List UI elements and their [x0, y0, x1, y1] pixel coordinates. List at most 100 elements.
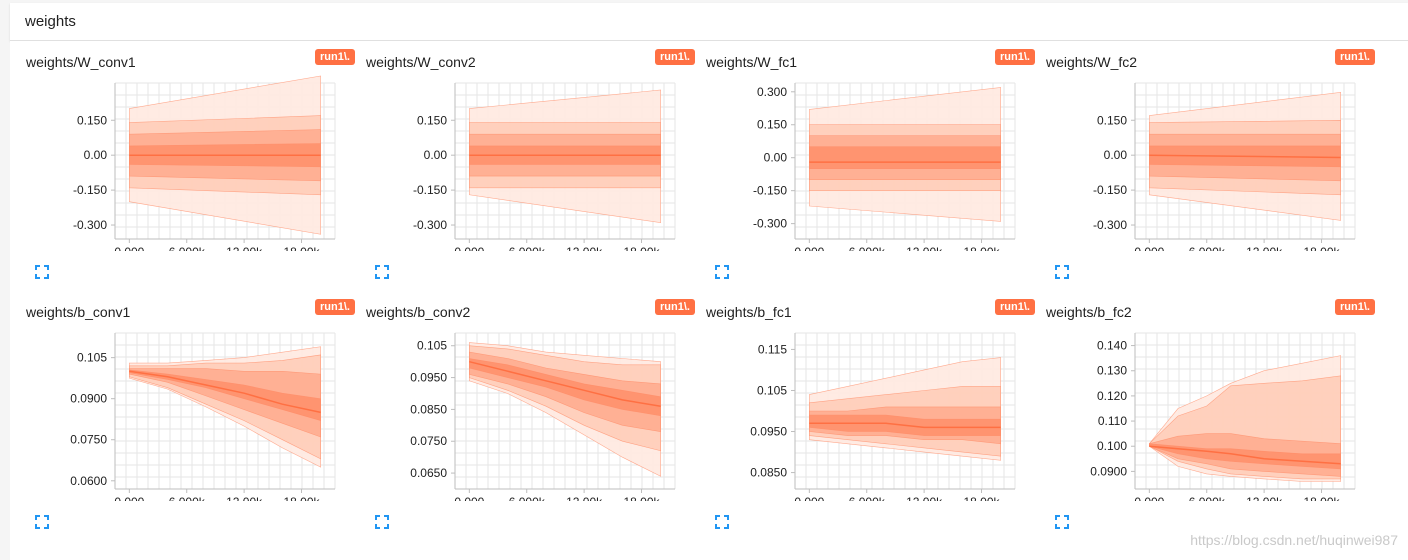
y-tick-label: 0.300 — [757, 85, 787, 99]
histogram-chart[interactable]: 0.105 0.0950 0.0850 0.0750 0.0650 0.000 6.000k… — [350, 321, 690, 501]
run-badge: run1\. — [995, 49, 1035, 65]
y-tick-label: -0.150 — [413, 183, 447, 197]
run-badge: run1\. — [655, 299, 695, 315]
x-tick-label: 0.000 — [1134, 495, 1164, 501]
expand-icon[interactable] — [1055, 265, 1069, 279]
expand-icon[interactable] — [375, 265, 389, 279]
x-tick-label: 0.000 — [454, 495, 484, 501]
x-tick-label: 12.00k — [906, 245, 943, 251]
chart-card: weights/W_conv1 run1\. 0.150 0.00 -0.150 -0.3… — [10, 41, 355, 291]
y-tick-label: 0.0850 — [750, 466, 787, 480]
y-tick-label: 0.0750 — [70, 433, 107, 447]
median-line — [809, 422, 1001, 429]
chart-card: weights/b_conv2 run1\. 0.105 0.0950 0.0850 0.… — [350, 291, 695, 541]
x-tick-label: 18.00k — [624, 495, 661, 501]
histogram-chart[interactable]: 0.140 0.130 0.120 0.110 0.100 0.0900 0.000 6.00… — [1030, 321, 1370, 501]
x-tick-label: 6.000k — [509, 245, 546, 251]
histogram-chart[interactable]: 0.150 0.00 -0.150 -0.300 0.000 6.000k 12.00k 18… — [1030, 71, 1370, 251]
x-tick-label: 12.00k — [226, 245, 263, 251]
y-tick-label: 0.150 — [757, 118, 787, 132]
y-tick-label: 0.0950 — [750, 425, 787, 439]
run-badge: run1\. — [1335, 299, 1375, 315]
run-badge: run1\. — [655, 49, 695, 65]
x-tick-label: 18.00k — [284, 245, 321, 251]
median-line — [469, 360, 661, 407]
x-tick-label: 6.000k — [1189, 495, 1226, 501]
x-tick-label: 18.00k — [1304, 495, 1341, 501]
band-3 — [809, 146, 1001, 169]
y-tick-label: 0.0750 — [410, 434, 447, 448]
y-tick-label: 0.105 — [417, 339, 447, 353]
y-tick-label: 0.150 — [1097, 113, 1127, 127]
y-tick-label: -0.150 — [73, 183, 107, 197]
x-tick-label: 6.000k — [509, 495, 546, 501]
chart-title: weights/W_conv2 — [366, 54, 476, 70]
x-tick-label: 18.00k — [624, 245, 661, 251]
x-tick-label: 6.000k — [169, 495, 206, 501]
x-tick-label: 0.000 — [114, 495, 144, 501]
y-tick-label: 0.100 — [1097, 439, 1127, 453]
x-tick-label: 6.000k — [849, 495, 886, 501]
y-tick-label: 0.00 — [1104, 148, 1128, 162]
y-tick-label: -0.300 — [753, 217, 787, 231]
section-header[interactable]: weights — [10, 3, 1408, 41]
y-tick-label: 0.0600 — [70, 474, 107, 488]
run-badge: run1\. — [315, 49, 355, 65]
chart-grid: weights/W_conv1 run1\. 0.150 0.00 -0.150 -0.3… — [10, 41, 1408, 560]
chart-card: weights/W_conv2 run1\. 0.150 0.00 -0.150 -0.3… — [350, 41, 695, 291]
y-tick-label: 0.0950 — [410, 371, 447, 385]
chart-card: weights/b_fc2 run1\. 0.140 0.130 0.120 0.110 0… — [1030, 291, 1375, 541]
histogram-chart[interactable]: 0.300 0.150 0.00 -0.150 -0.300 0.000 6.000k 12.… — [690, 71, 1030, 251]
x-tick-label: 0.000 — [794, 245, 824, 251]
chart-title: weights/b_fc1 — [706, 304, 792, 320]
y-tick-label: 0.110 — [1098, 414, 1127, 428]
y-tick-label: 0.0850 — [410, 402, 447, 416]
x-tick-label: 18.00k — [1304, 245, 1341, 251]
y-tick-label: -0.300 — [413, 218, 447, 232]
histogram-chart[interactable]: 0.150 0.00 -0.150 -0.300 0.000 6.000k 12.00k 18… — [10, 71, 350, 251]
y-tick-label: 0.140 — [1097, 339, 1127, 353]
y-tick-label: 0.130 — [1097, 364, 1127, 378]
x-tick-label: 0.000 — [1134, 245, 1164, 251]
expand-icon[interactable] — [35, 515, 49, 529]
run-badge: run1\. — [995, 299, 1035, 315]
histogram-chart[interactable]: 0.105 0.0900 0.0750 0.0600 0.000 6.000k 12.00k… — [10, 321, 350, 501]
expand-icon[interactable] — [1055, 515, 1069, 529]
section-title: weights — [25, 13, 76, 30]
y-tick-label: 0.120 — [1097, 389, 1127, 403]
y-tick-label: 0.00 — [84, 148, 108, 162]
expand-icon[interactable] — [715, 265, 729, 279]
chart-card: weights/b_conv1 run1\. 0.105 0.0900 0.0750 0.… — [10, 291, 355, 541]
median-line — [1149, 154, 1341, 159]
histogram-chart[interactable]: 0.150 0.00 -0.150 -0.300 0.000 6.000k 12.00k 18… — [350, 71, 690, 251]
x-tick-label: 0.000 — [794, 495, 824, 501]
y-tick-label: 0.115 — [758, 342, 787, 356]
x-tick-label: 12.00k — [1246, 245, 1283, 251]
y-tick-label: 0.0650 — [410, 466, 447, 480]
x-tick-label: 12.00k — [566, 495, 603, 501]
histogram-chart[interactable]: 0.115 0.105 0.0950 0.0850 0.000 6.000k 12.00k 1… — [690, 321, 1030, 501]
chart-title: weights/W_conv1 — [26, 54, 136, 70]
expand-icon[interactable] — [35, 265, 49, 279]
chart-title: weights/b_fc2 — [1046, 304, 1132, 320]
x-tick-label: 12.00k — [226, 495, 263, 501]
x-tick-label: 6.000k — [1189, 245, 1226, 251]
median-line — [1149, 445, 1341, 465]
expand-icon[interactable] — [715, 515, 729, 529]
run-badge: run1\. — [1335, 49, 1375, 65]
expand-icon[interactable] — [375, 515, 389, 529]
x-tick-label: 18.00k — [964, 245, 1001, 251]
chart-title: weights/W_fc1 — [706, 54, 798, 70]
y-tick-label: 0.105 — [757, 383, 787, 397]
x-tick-label: 18.00k — [964, 495, 1001, 501]
x-tick-label: 12.00k — [1246, 495, 1283, 501]
x-tick-label: 18.00k — [284, 495, 321, 501]
chart-title: weights/b_conv1 — [26, 304, 131, 320]
chart-card: weights/W_fc1 run1\. 0.300 0.150 0.00 -0.150 -… — [690, 41, 1035, 291]
y-tick-label: -0.300 — [1093, 218, 1127, 232]
y-tick-label: 0.150 — [417, 113, 447, 127]
x-tick-label: 12.00k — [566, 245, 603, 251]
y-tick-label: 0.00 — [764, 151, 788, 165]
band-2 — [129, 368, 321, 438]
x-tick-label: 12.00k — [906, 495, 943, 501]
